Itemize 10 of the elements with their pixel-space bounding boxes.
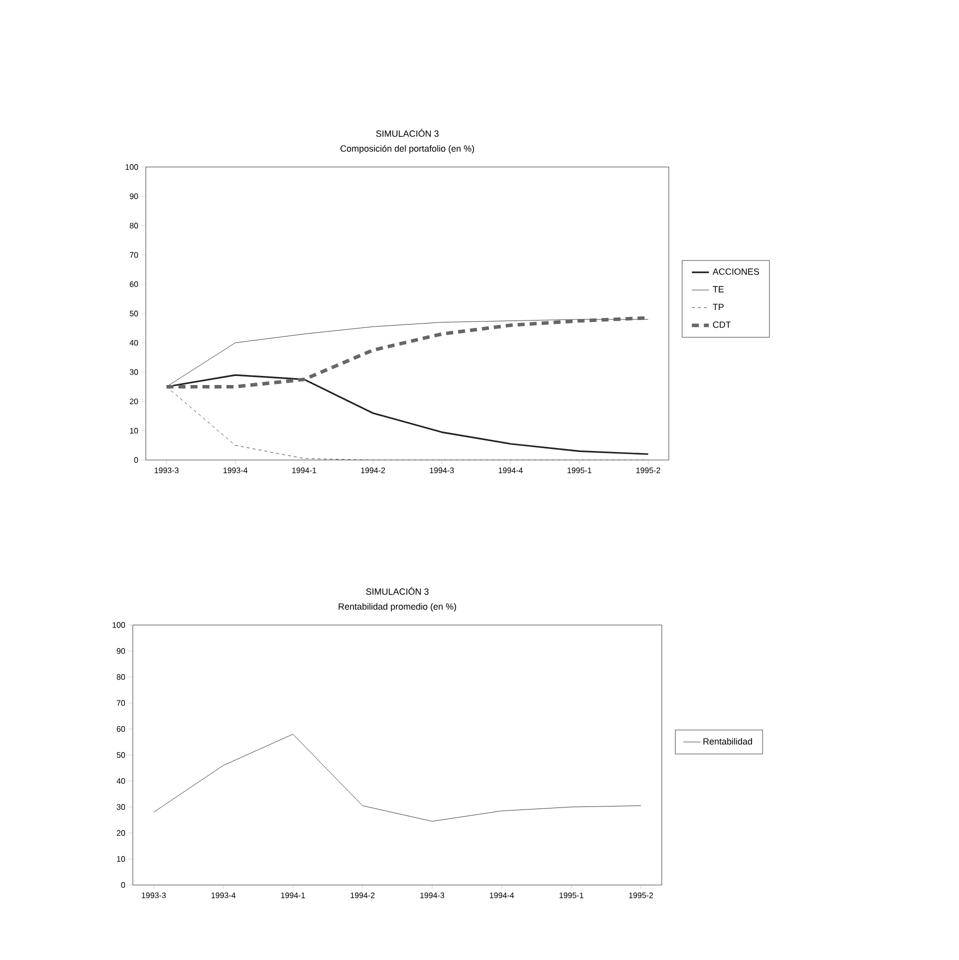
chart-subtitle: Composición del portafolio (en %) [340, 145, 474, 154]
chart-title: SIMULACIÓN 3 [376, 128, 439, 137]
legend-label: Rentabilidad [704, 738, 752, 745]
line-series [154, 734, 642, 822]
legend-label: CDT [713, 321, 731, 328]
legend-label: ACCIONES [712, 268, 760, 275]
chart-title: SIMULACIÓN 3 [366, 586, 429, 595]
legend-label: TP [712, 304, 724, 310]
chart-subtitle: Rentabilidad promedio (en %) [338, 603, 456, 612]
legend-label: TE [712, 286, 724, 292]
